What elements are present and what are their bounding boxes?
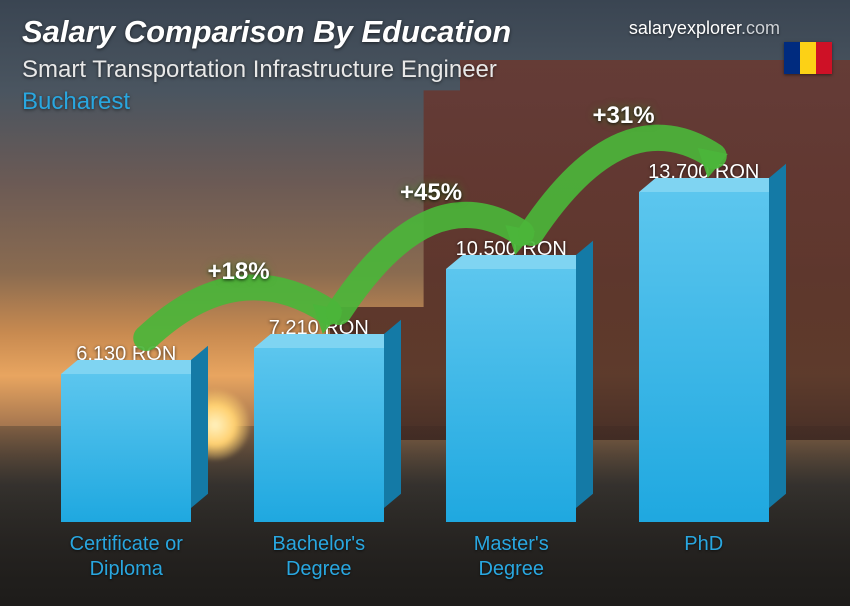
bar: [639, 192, 769, 522]
bar-group: 10,500 RONMaster'sDegree: [425, 238, 598, 582]
bar-category-label: Bachelor'sDegree: [272, 532, 365, 582]
bar-top-face: [61, 360, 208, 374]
brand-name: salaryexplorer: [629, 18, 741, 38]
brand-suffix: .com: [741, 18, 780, 38]
bar-top-face: [639, 178, 786, 192]
jump-percent-label: +18%: [208, 258, 270, 286]
bar-side-face: [384, 320, 401, 508]
chart-city: Bucharest: [22, 88, 828, 116]
bar-group: 6,130 RONCertificate orDiploma: [40, 343, 213, 582]
bar-group: 13,700 RONPhD: [618, 161, 791, 582]
bar-front: [446, 269, 576, 522]
bar-category-label: PhD: [684, 532, 723, 582]
jump-percent-label: +45%: [400, 179, 462, 207]
bar-front: [254, 348, 384, 522]
bar-side-face: [191, 346, 208, 508]
bar-top-face: [446, 255, 593, 269]
jump-percent-label: +31%: [593, 102, 655, 130]
flag-stripe-3: [816, 42, 832, 74]
flag-romania: [784, 42, 832, 74]
brand-label: salaryexplorer.com: [629, 18, 780, 39]
flag-stripe-2: [800, 42, 816, 74]
bar: [446, 269, 576, 522]
bar: [61, 374, 191, 522]
bar-category-label: Master'sDegree: [474, 532, 549, 582]
chart-subtitle: Smart Transportation Infrastructure Engi…: [22, 56, 828, 84]
bar-side-face: [769, 164, 786, 508]
bar-top-face: [254, 334, 401, 348]
bar-group: 7,210 RONBachelor'sDegree: [233, 317, 406, 582]
bar-category-label: Certificate orDiploma: [70, 532, 183, 582]
bar-front: [639, 192, 769, 522]
bar: [254, 348, 384, 522]
bar-side-face: [576, 241, 593, 508]
flag-stripe-1: [784, 42, 800, 74]
bar-front: [61, 374, 191, 522]
